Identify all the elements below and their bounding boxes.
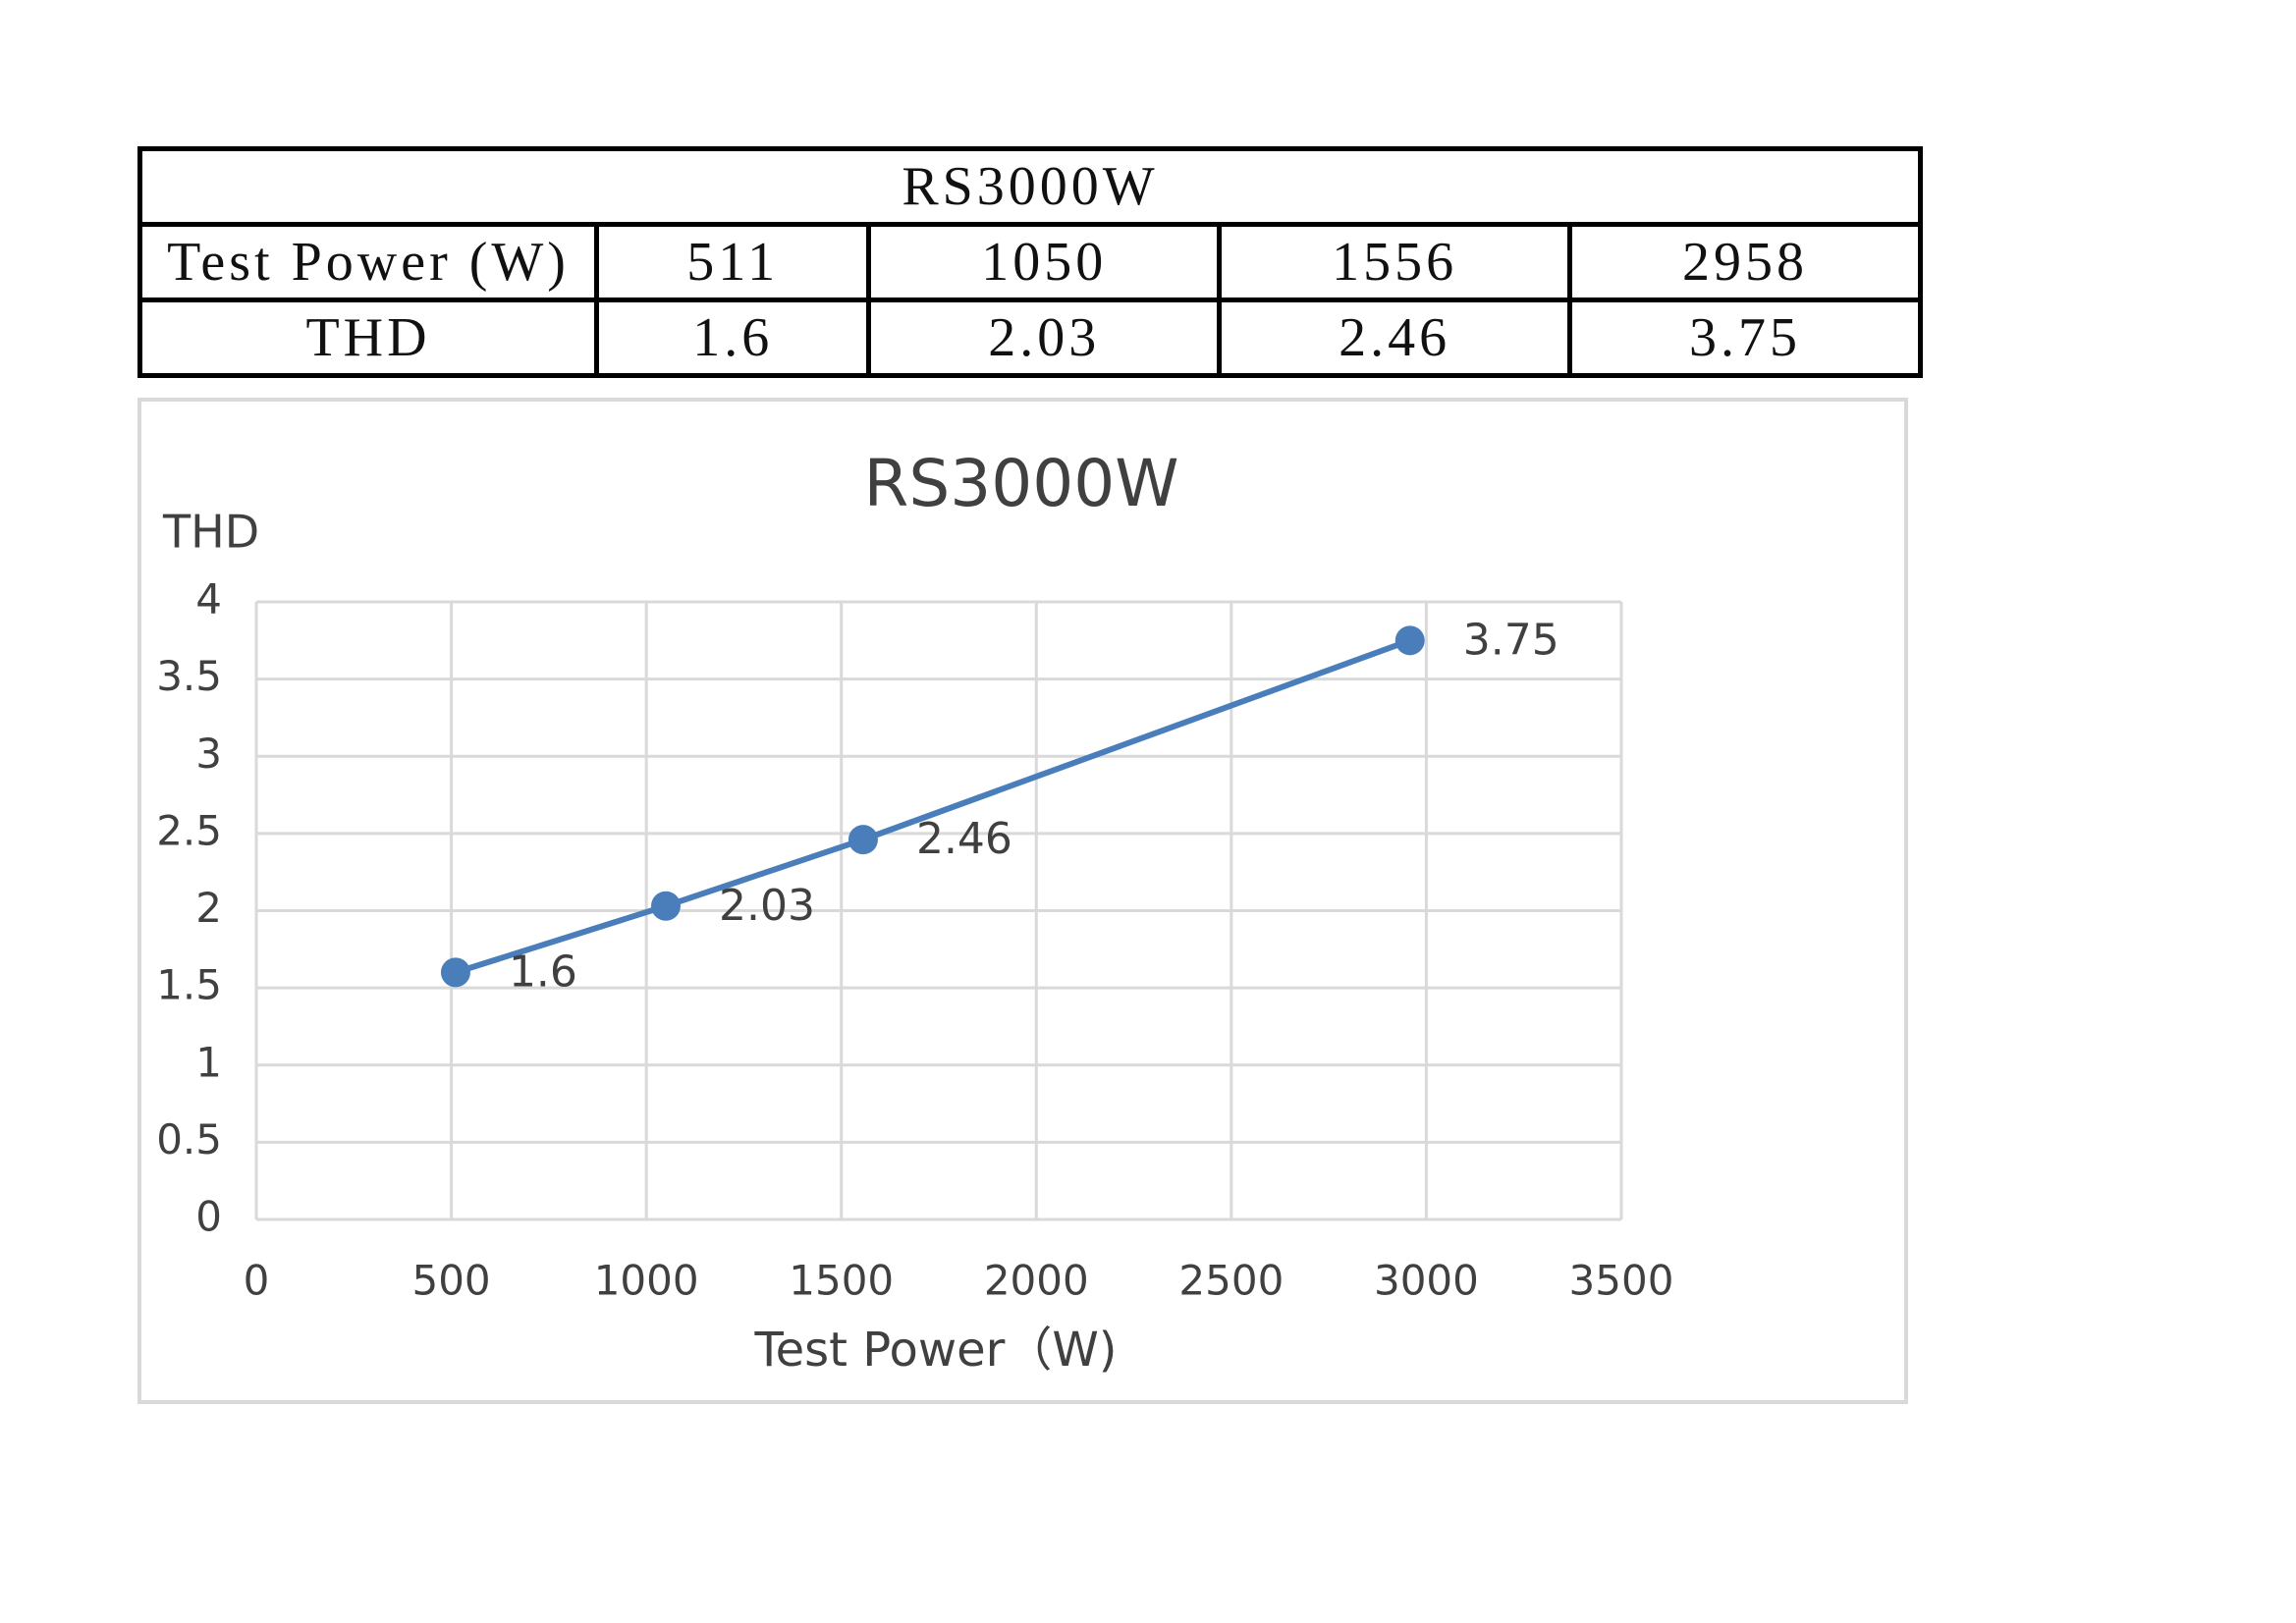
table-cell: 511: [593, 222, 872, 302]
y-tick-label: 3.5: [156, 652, 222, 700]
series-line: [455, 637, 1411, 976]
y-tick-label: 2.5: [156, 806, 222, 854]
row-header: THD: [137, 298, 599, 378]
table-title-row: RS3000W: [137, 146, 1923, 227]
data-label: 2.46: [916, 814, 1012, 864]
x-tick-label: 2500: [1178, 1257, 1284, 1305]
table-cell: 1556: [1217, 222, 1573, 302]
y-tick-label: 0: [195, 1193, 222, 1241]
table-cell: 1050: [866, 222, 1223, 302]
x-tick-label: 0: [244, 1257, 270, 1305]
data-point: [1394, 625, 1425, 656]
data-point: [651, 891, 681, 921]
x-tick-label: 3000: [1374, 1257, 1479, 1305]
table-title: RS3000W: [137, 146, 1923, 227]
y-tick-label: 0.5: [156, 1115, 222, 1163]
data-point: [847, 825, 878, 855]
table-cell: 2958: [1567, 222, 1923, 302]
x-axis-label: Test Power（W): [753, 1323, 1117, 1378]
chart-frame: [137, 398, 1908, 1404]
table-cell: 2.46: [1217, 298, 1573, 378]
y-tick-label: 4: [195, 575, 222, 623]
chart-title: RS3000W: [864, 446, 1179, 521]
table-row: THD 1.6 2.03 2.46 3.75: [137, 298, 1923, 378]
table-cell: 3.75: [1567, 298, 1923, 378]
y-tick-label: 2: [195, 884, 222, 932]
table-row: Test Power (W) 511 1050 1556 2958: [137, 222, 1923, 302]
table-cell: 2.03: [866, 298, 1223, 378]
data-point: [440, 957, 470, 988]
x-tick-label: 1500: [789, 1257, 894, 1305]
x-tick-label: 2000: [984, 1257, 1089, 1305]
data-table: RS3000W Test Power (W) 511 1050 1556 2958 THD…: [137, 146, 1923, 378]
data-label: 3.75: [1463, 615, 1559, 665]
x-tick-label: 3500: [1569, 1257, 1674, 1305]
y-axis-label: THD: [162, 506, 259, 559]
y-tick-label: 1.5: [156, 961, 222, 1009]
y-tick-label: 1: [195, 1038, 222, 1086]
x-tick-label: 500: [411, 1257, 490, 1305]
table-cell: 1.6: [593, 298, 872, 378]
x-tick-label: 1000: [594, 1257, 699, 1305]
y-tick-label: 3: [195, 730, 222, 778]
data-label: 1.6: [509, 947, 577, 997]
data-label: 2.03: [719, 881, 815, 931]
row-header: Test Power (W): [137, 222, 599, 302]
